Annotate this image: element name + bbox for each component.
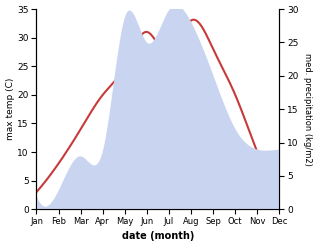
Y-axis label: med. precipitation (kg/m2): med. precipitation (kg/m2) (303, 53, 313, 165)
Y-axis label: max temp (C): max temp (C) (5, 78, 15, 140)
X-axis label: date (month): date (month) (122, 231, 194, 242)
